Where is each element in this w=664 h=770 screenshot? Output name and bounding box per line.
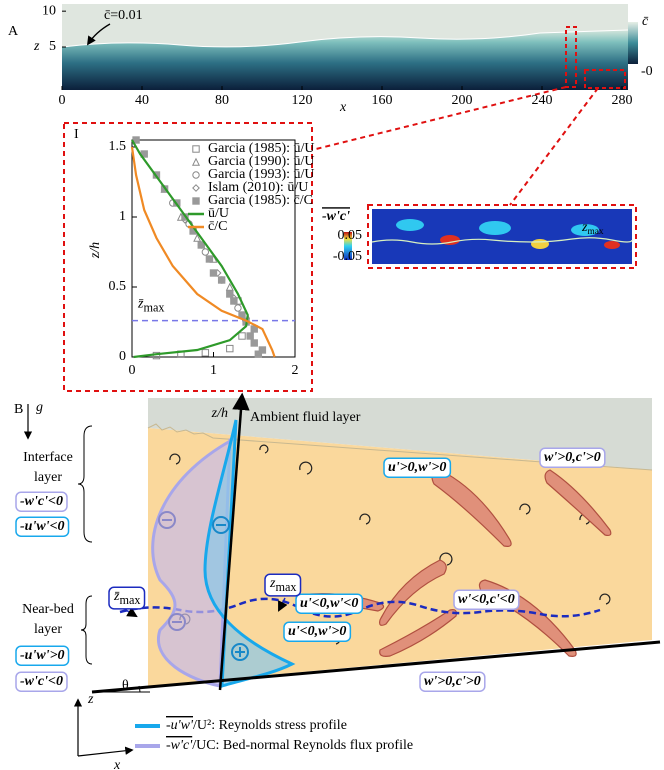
z-axis-label: z — [33, 39, 40, 54]
axis-label: z — [87, 692, 94, 707]
region-label: -w'c'<0 — [20, 674, 63, 689]
colorbar-tick: 0.05 — [338, 228, 363, 243]
region-label: w'>0,c'>0 — [544, 450, 601, 465]
legend-entry: -u'w'/U²: Reynolds stress profile — [166, 718, 347, 733]
pointer — [126, 610, 136, 616]
brace — [78, 426, 92, 542]
data-point — [251, 340, 257, 346]
data-point — [259, 347, 265, 353]
x-tick-label: 120 — [292, 93, 313, 108]
panel-label: A — [8, 24, 19, 39]
y-axis-label: z/h — [88, 242, 103, 259]
colorbar — [628, 22, 638, 64]
legend-entry: -w'c'/UC: Bed-normal Reynolds flux profi… — [166, 738, 413, 753]
region-label: u'<0,w'<0 — [300, 596, 358, 611]
y-tick-label: 0 — [119, 349, 126, 364]
legend-swatch — [193, 185, 199, 191]
legend-swatch — [193, 198, 199, 204]
data-point — [210, 270, 216, 276]
zmax-label: z̄max — [113, 589, 141, 607]
x-axis-label: x — [339, 100, 347, 115]
x-tick-label: 200 — [452, 93, 473, 108]
data-point — [247, 333, 253, 339]
layer-label: layer — [34, 622, 62, 637]
gravity-label: g — [36, 400, 43, 415]
zmax-label: zmax — [269, 576, 297, 594]
colorbar-label: c̄ — [642, 14, 649, 29]
connector — [312, 87, 566, 150]
data-point — [218, 277, 224, 283]
zmax-label-subscript: max — [143, 300, 164, 314]
legend-swatch — [193, 146, 199, 152]
legend-symbol: -u'w' — [166, 718, 194, 733]
x-tick-label: 1 — [210, 363, 217, 378]
legend-symbol: -w'c' — [166, 738, 193, 753]
region-label: u'>0,w'>0 — [388, 460, 446, 475]
legend-swatch — [193, 172, 199, 178]
layer-label: layer — [34, 470, 62, 485]
region-label: u'<0,w'>0 — [288, 624, 346, 639]
data-point — [202, 350, 208, 356]
axis-label: x — [113, 758, 121, 770]
x-tick-label: 280 — [612, 93, 633, 108]
x-tick-label: 2 — [292, 363, 299, 378]
annotation: c̄=0.01 — [104, 8, 143, 23]
legend-text: /UC: Bed-normal Reynolds flux profile — [192, 738, 413, 753]
region-label: -w'c'<0 — [20, 494, 63, 509]
data-point — [235, 305, 241, 311]
z-tick-label: 5 — [49, 39, 56, 54]
colorbar-tick: -0 — [641, 64, 653, 79]
legend-text: /U²: Reynolds stress profile — [193, 718, 347, 733]
z-tick-label: 10 — [42, 3, 56, 18]
x-tick-label: 0 — [59, 93, 66, 108]
zmax-label: z̄max — [137, 297, 165, 315]
x-tick-label: 80 — [215, 93, 229, 108]
connector — [510, 88, 598, 205]
layer-label: Ambient fluid layer — [250, 410, 361, 425]
x-tick-label: 160 — [372, 93, 393, 108]
data-point — [227, 345, 233, 351]
data-point — [231, 298, 237, 304]
legend-swatch — [193, 159, 199, 165]
y-tick-label: 0.5 — [109, 279, 127, 294]
data-point — [227, 291, 233, 297]
layer-label: Near-bed — [22, 602, 74, 617]
layer-label: Interface — [23, 450, 73, 465]
inset-label: I — [74, 127, 79, 142]
x-tick-label: 240 — [532, 93, 553, 108]
colorbar-label: -w'c' — [322, 209, 350, 224]
zmax-label-subscript: max — [119, 593, 140, 607]
axis-label: z/h — [211, 406, 228, 421]
zmax-label-subscript: max — [275, 580, 296, 594]
data-point — [206, 256, 212, 262]
region-label: -u'w'<0 — [20, 519, 65, 534]
colorbar-tick: -0.05 — [333, 249, 362, 264]
panel-label: B — [14, 402, 23, 417]
region-label: w'>0,c'>0 — [424, 674, 481, 689]
figure: Ac̄=0.0104080120160200240280510xzc̄-0Iz/… — [0, 0, 664, 770]
y-tick-label: 1 — [119, 209, 126, 224]
region-label: w'<0,c'<0 — [458, 592, 515, 607]
frame-x-arrow — [78, 750, 132, 756]
region-label: -u'w'>0 — [20, 648, 65, 663]
data-point — [239, 333, 245, 339]
y-tick-label: 1.5 — [109, 139, 127, 154]
legend-entry: c̄/C — [208, 219, 227, 234]
brace — [81, 596, 92, 664]
x-tick-label: 40 — [135, 93, 149, 108]
angle-label: θ — [122, 678, 129, 693]
zmax-label-subscript: max — [587, 227, 603, 237]
data-point — [202, 249, 208, 255]
x-tick-label: 0 — [129, 363, 136, 378]
